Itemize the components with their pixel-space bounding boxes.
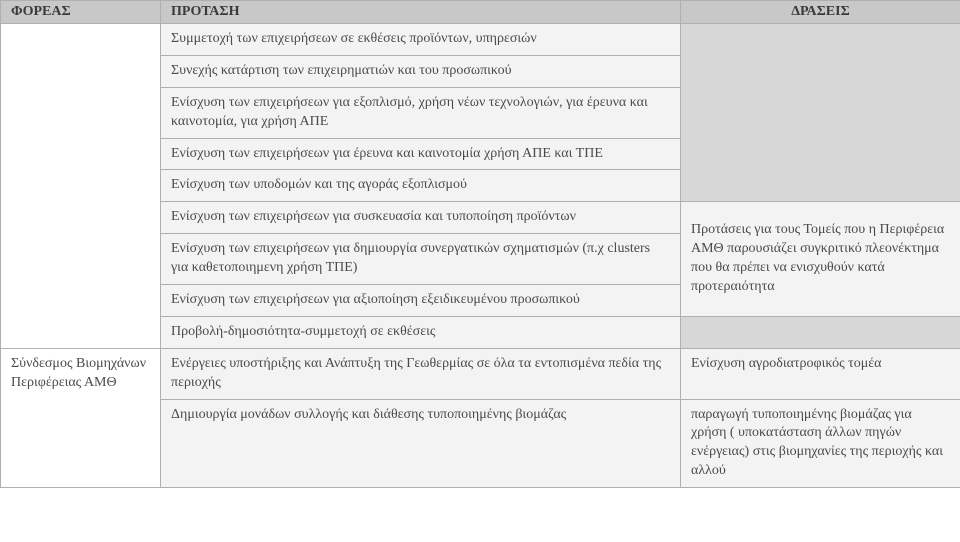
foreas-cell: Σύνδεσμος Βιομηχάνων Περιφέρειας ΑΜΘ	[1, 348, 161, 487]
actions-cell: Ενίσχυση αγροδιατροφικός τομέα	[681, 348, 960, 399]
proposal-cell: Συμμετοχή των επιχειρήσεων σε εκθέσεις π…	[161, 24, 681, 56]
header-draseis: ΔΡΑΣΕΙΣ	[681, 1, 960, 24]
actions-cell: Προτάσεις για τους Τομείς που η Περιφέρε…	[681, 202, 960, 317]
proposal-cell: Ενέργειες υποστήριξης και Ανάπτυξη της Γ…	[161, 348, 681, 399]
actions-cell: παραγωγή τυποποιημένης βιομάζας για χρήσ…	[681, 399, 960, 488]
proposal-cell: Δημιουργία μονάδων συλλογής και διάθεσης…	[161, 399, 681, 488]
proposal-cell: Προβολή-δημοσιότητα-συμμετοχή σε εκθέσει…	[161, 316, 681, 348]
table-row: Συμμετοχή των επιχειρήσεων σε εκθέσεις π…	[1, 24, 960, 56]
proposal-cell: Ενίσχυση των επιχειρήσεων για δημιουργία…	[161, 234, 681, 285]
foreas-cell-blank	[1, 24, 161, 349]
proposal-cell: Ενίσχυση των επιχειρήσεων για αξιοποίηση…	[161, 285, 681, 317]
proposals-table: ΦΟΡΕΑΣ ΠΡΟΤΑΣΗ ΔΡΑΣΕΙΣ Συμμετοχή των επι…	[0, 0, 960, 488]
actions-cell-blank	[681, 316, 960, 348]
proposal-cell: Ενίσχυση των επιχειρήσεων για έρευνα και…	[161, 138, 681, 170]
proposal-cell: Ενίσχυση των επιχειρήσεων για εξοπλισμό,…	[161, 87, 681, 138]
header-protasi: ΠΡΟΤΑΣΗ	[161, 1, 681, 24]
header-foreas: ΦΟΡΕΑΣ	[1, 1, 161, 24]
header-row: ΦΟΡΕΑΣ ΠΡΟΤΑΣΗ ΔΡΑΣΕΙΣ	[1, 1, 960, 24]
table-row: Σύνδεσμος Βιομηχάνων Περιφέρειας ΑΜΘ Ενέ…	[1, 348, 960, 399]
proposal-cell: Ενίσχυση των υποδομών και της αγοράς εξο…	[161, 170, 681, 202]
proposal-cell: Ενίσχυση των επιχειρήσεων για συσκευασία…	[161, 202, 681, 234]
actions-cell-blank	[681, 24, 960, 202]
proposal-cell: Συνεχής κατάρτιση των επιχειρηματιών και…	[161, 55, 681, 87]
